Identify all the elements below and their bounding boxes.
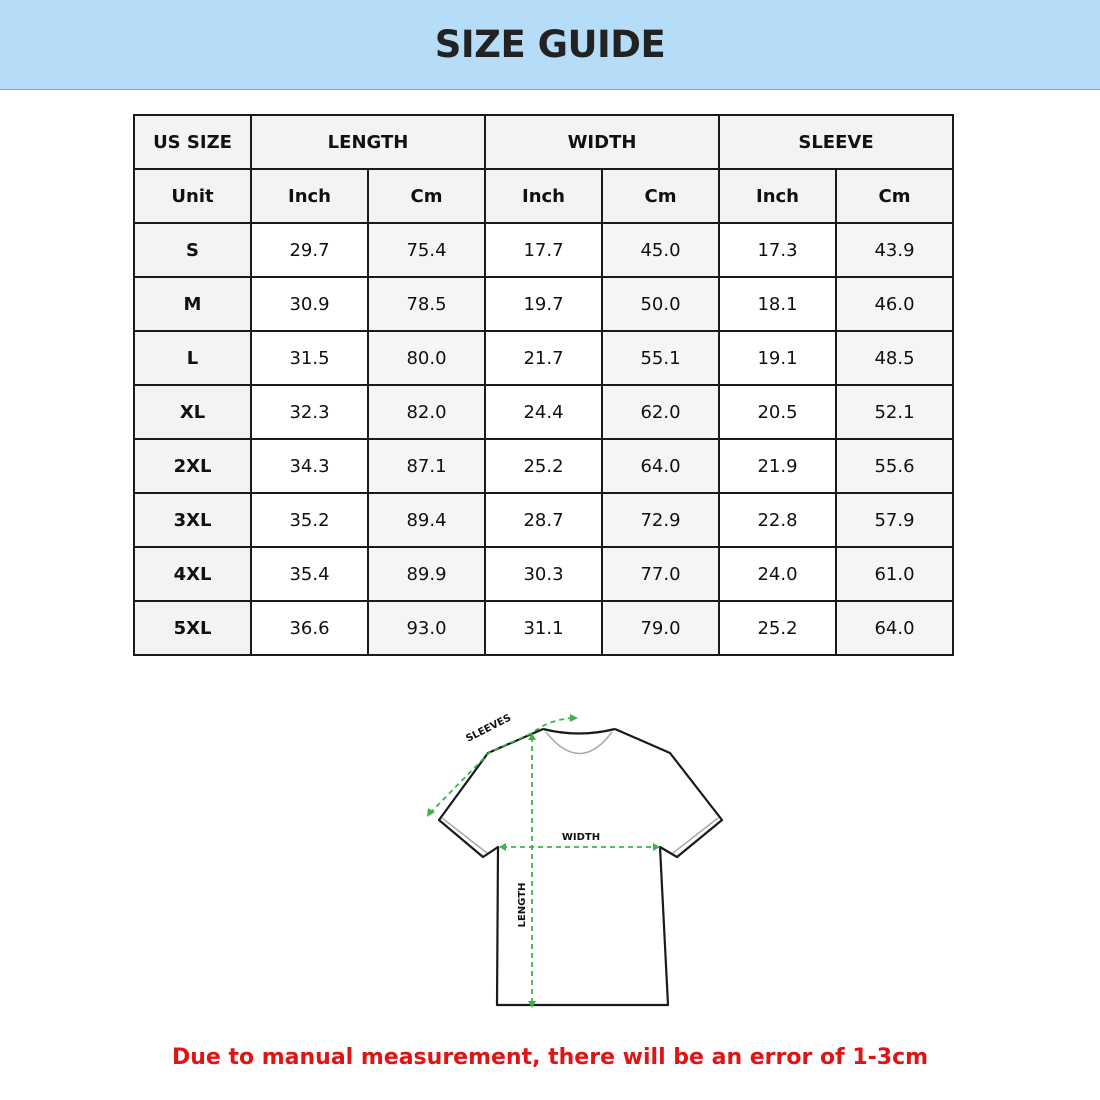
value-cell: 29.7 — [250, 222, 369, 278]
value-cell: 64.0 — [601, 438, 720, 494]
header-row: US SIZE LENGTH WIDTH SLEEVE — [133, 114, 954, 170]
value-cell: 19.1 — [718, 330, 837, 386]
size-cell: XL — [133, 384, 252, 440]
unit-header: Cm — [601, 168, 720, 224]
size-cell: 3XL — [133, 492, 252, 548]
value-cell: 89.9 — [367, 546, 486, 602]
value-cell: 43.9 — [835, 222, 954, 278]
arrow-head-icon — [653, 843, 660, 851]
value-cell: 20.5 — [718, 384, 837, 440]
value-cell: 31.1 — [484, 600, 603, 656]
arrow-head-icon — [528, 733, 536, 740]
size-cell: L — [133, 330, 252, 386]
size-cell: S — [133, 222, 252, 278]
unit-header: Inch — [718, 168, 837, 224]
table-row: 3XL 35.2 89.4 28.7 72.9 22.8 57.9 — [133, 492, 954, 548]
value-cell: 72.9 — [601, 492, 720, 548]
value-cell: 55.6 — [835, 438, 954, 494]
table-row: L 31.5 80.0 21.7 55.1 19.1 48.5 — [133, 330, 954, 386]
measurement-note: Due to manual measurement, there will be… — [171, 1045, 929, 1070]
tshirt-cuff-right — [672, 817, 719, 854]
table-row: 5XL 36.6 93.0 31.1 79.0 25.2 64.0 — [133, 600, 954, 656]
sleeve-measure-line — [429, 717, 575, 814]
width-label: WIDTH — [562, 832, 600, 843]
value-cell: 19.7 — [484, 276, 603, 332]
unit-label: Unit — [133, 168, 252, 224]
value-cell: 82.0 — [367, 384, 486, 440]
value-cell: 28.7 — [484, 492, 603, 548]
tshirt-outline — [437, 727, 724, 1007]
value-cell: 36.6 — [250, 600, 369, 656]
table-row: 4XL 35.4 89.9 30.3 77.0 24.0 61.0 — [133, 546, 954, 602]
value-cell: 48.5 — [835, 330, 954, 386]
page-title: SIZE GUIDE — [434, 23, 666, 66]
value-cell: 55.1 — [601, 330, 720, 386]
value-cell: 21.9 — [718, 438, 837, 494]
tshirt-collar — [545, 731, 613, 755]
value-cell: 46.0 — [835, 276, 954, 332]
value-cell: 34.3 — [250, 438, 369, 494]
value-cell: 18.1 — [718, 276, 837, 332]
value-cell: 79.0 — [601, 600, 720, 656]
value-cell: 25.2 — [718, 600, 837, 656]
value-cell: 22.8 — [718, 492, 837, 548]
value-cell: 80.0 — [367, 330, 486, 386]
value-cell: 21.7 — [484, 330, 603, 386]
value-cell: 32.3 — [250, 384, 369, 440]
length-label: LENGTH — [517, 883, 528, 928]
sleeves-label: SLEEVES — [464, 713, 513, 745]
unit-row: Unit Inch Cm Inch Cm Inch Cm — [133, 168, 954, 224]
arrow-head-icon — [427, 808, 435, 817]
column-group-header: LENGTH — [250, 114, 486, 170]
value-cell: 62.0 — [601, 384, 720, 440]
value-cell: 64.0 — [835, 600, 954, 656]
value-cell: 30.3 — [484, 546, 603, 602]
size-cell: 5XL — [133, 600, 252, 656]
size-cell: M — [133, 276, 252, 332]
value-cell: 61.0 — [835, 546, 954, 602]
value-cell: 89.4 — [367, 492, 486, 548]
size-table: US SIZE LENGTH WIDTH SLEEVE Unit Inch Cm Inch Cm… — [133, 114, 954, 656]
arrow-icons — [427, 714, 660, 1008]
size-cell: 2XL — [133, 438, 252, 494]
value-cell: 57.9 — [835, 492, 954, 548]
arrow-head-icon — [570, 714, 578, 722]
table-row: S 29.7 75.4 17.7 45.0 17.3 43.9 — [133, 222, 954, 278]
column-group-header: US SIZE — [133, 114, 252, 170]
unit-header: Cm — [835, 168, 954, 224]
value-cell: 52.1 — [835, 384, 954, 440]
value-cell: 87.1 — [367, 438, 486, 494]
measurement-lines — [429, 717, 657, 1004]
value-cell: 50.0 — [601, 276, 720, 332]
arrow-head-icon — [528, 1001, 536, 1008]
tshirt-cuff-left — [441, 817, 488, 854]
value-cell: 24.4 — [484, 384, 603, 440]
value-cell: 35.4 — [250, 546, 369, 602]
column-group-header: WIDTH — [484, 114, 720, 170]
table-row: 2XL 34.3 87.1 25.2 64.0 21.9 55.6 — [133, 438, 954, 494]
column-group-header: SLEEVE — [718, 114, 954, 170]
value-cell: 35.2 — [250, 492, 369, 548]
value-cell: 30.9 — [250, 276, 369, 332]
value-cell: 17.7 — [484, 222, 603, 278]
table-row: XL 32.3 82.0 24.4 62.0 20.5 52.1 — [133, 384, 954, 440]
value-cell: 77.0 — [601, 546, 720, 602]
arrow-head-icon — [499, 843, 506, 851]
header-banner: SIZE GUIDE — [0, 0, 1100, 90]
unit-header: Inch — [250, 168, 369, 224]
unit-header: Inch — [484, 168, 603, 224]
value-cell: 45.0 — [601, 222, 720, 278]
size-cell: 4XL — [133, 546, 252, 602]
value-cell: 93.0 — [367, 600, 486, 656]
value-cell: 24.0 — [718, 546, 837, 602]
value-cell: 31.5 — [250, 330, 369, 386]
value-cell: 78.5 — [367, 276, 486, 332]
value-cell: 75.4 — [367, 222, 486, 278]
unit-header: Cm — [367, 168, 486, 224]
table-row: M 30.9 78.5 19.7 50.0 18.1 46.0 — [133, 276, 954, 332]
value-cell: 25.2 — [484, 438, 603, 494]
value-cell: 17.3 — [718, 222, 837, 278]
